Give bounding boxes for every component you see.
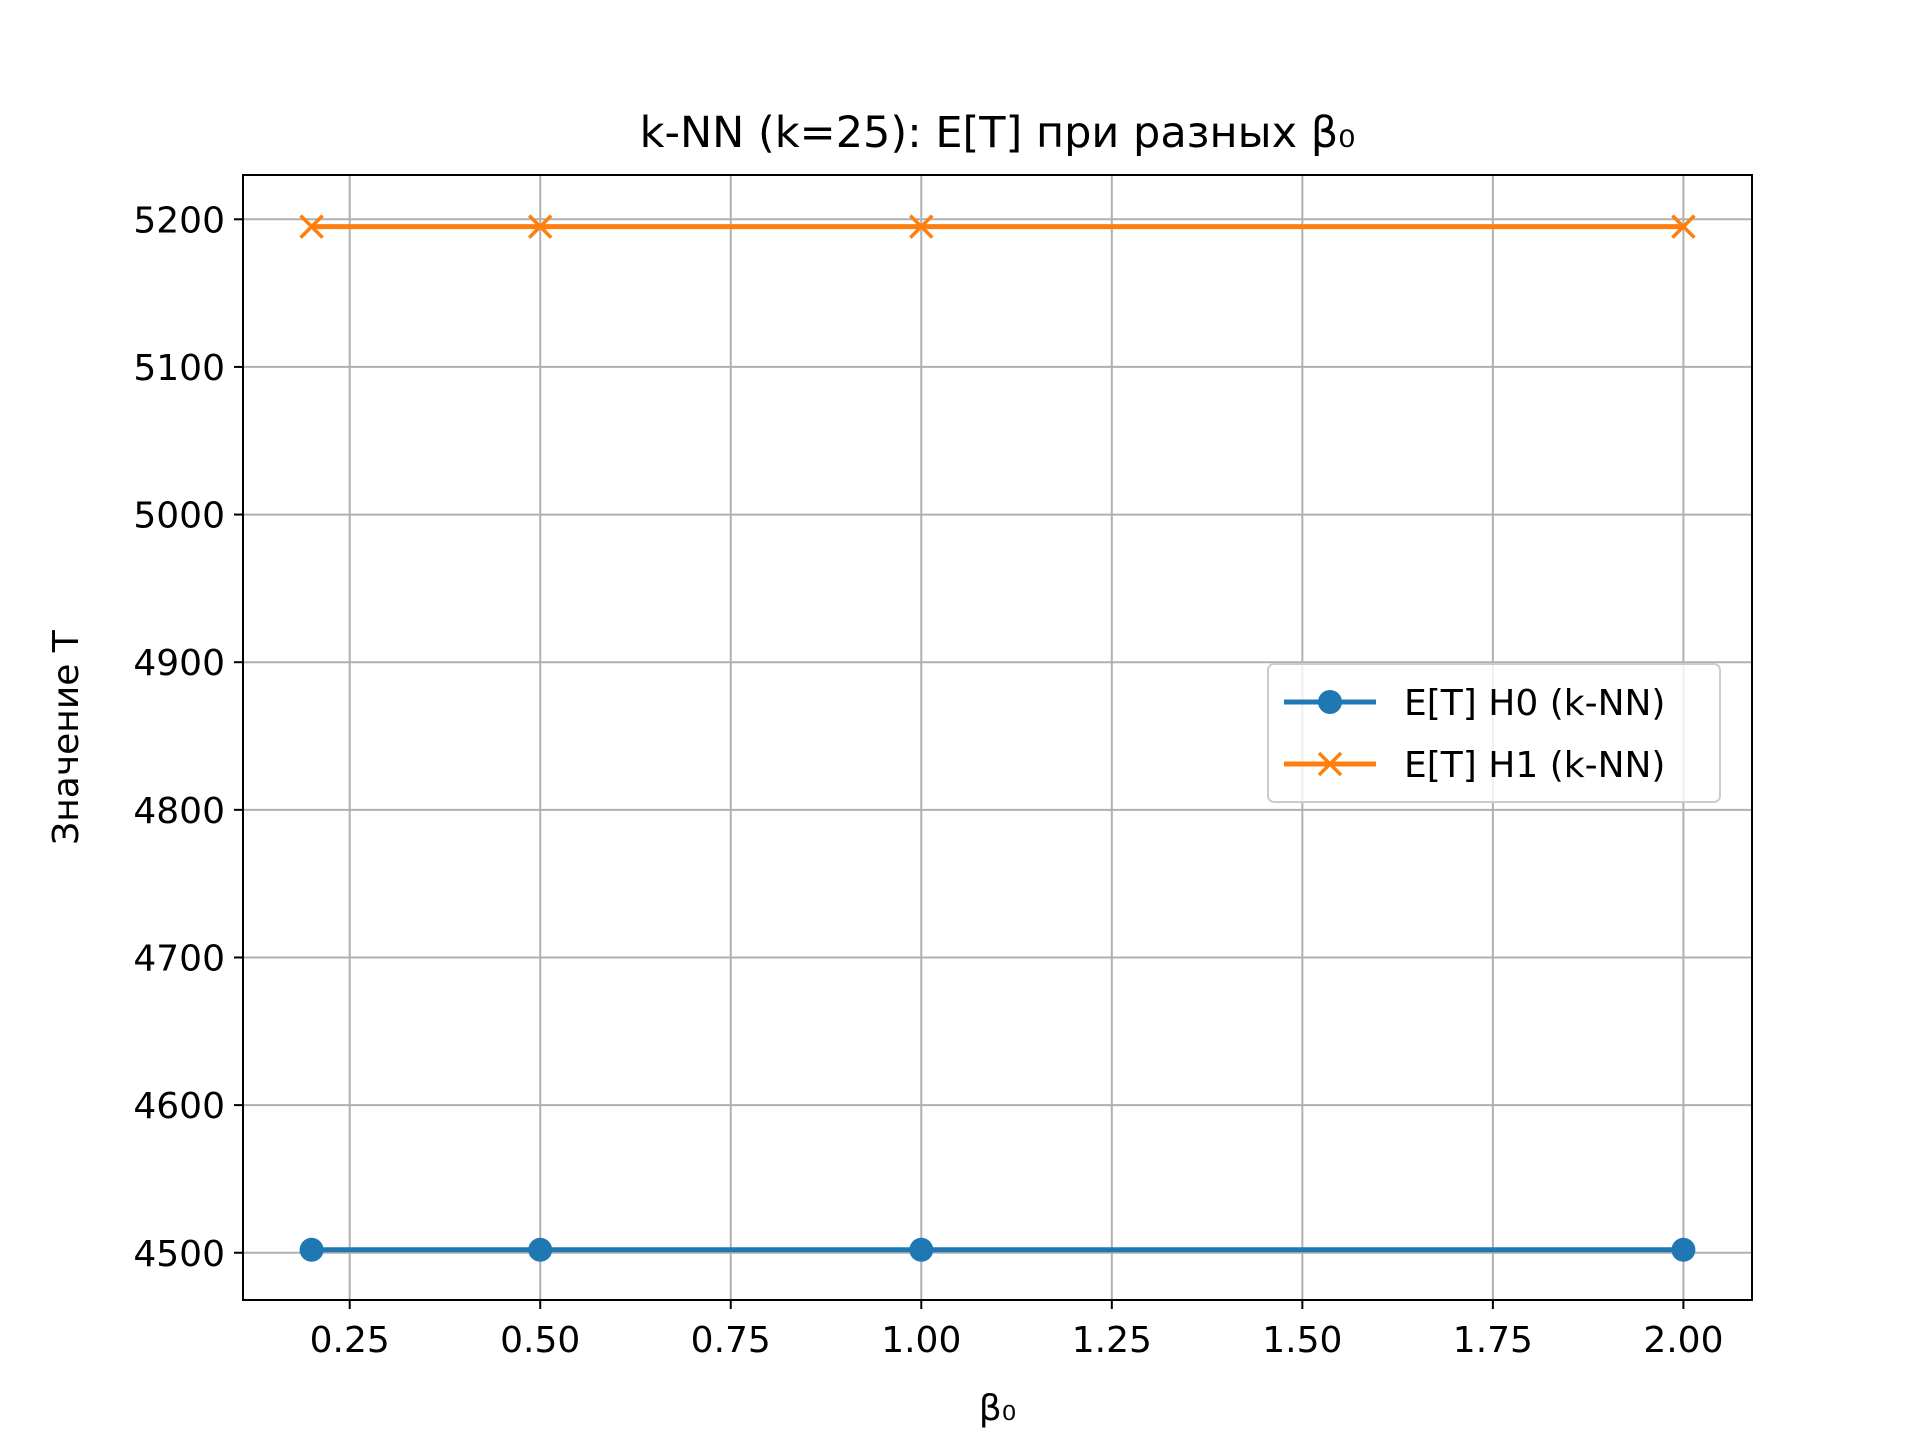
data-point — [1671, 214, 1696, 239]
series-layer — [299, 214, 1696, 1262]
x-tick-label: 2.00 — [1643, 1320, 1723, 1361]
series-1 — [299, 214, 1696, 239]
y-tick-label: 5100 — [133, 348, 225, 389]
plot-frame — [242, 174, 1753, 1301]
y-tick-label: 5000 — [133, 496, 225, 537]
grid — [243, 175, 1752, 1300]
data-point — [909, 214, 934, 239]
y-axis-label: Значение T — [46, 629, 87, 845]
data-point — [299, 1237, 324, 1262]
x-tick-label: 0.25 — [310, 1320, 390, 1361]
y-tick-label: 4500 — [133, 1234, 225, 1275]
data-point — [909, 1237, 934, 1262]
x-tick-label: 1.25 — [1072, 1320, 1152, 1361]
data-point — [1671, 1237, 1696, 1262]
legend-label: E[T] H0 (k-NN) — [1404, 683, 1665, 724]
data-point — [528, 1237, 553, 1262]
y-tick-label: 4900 — [133, 643, 225, 684]
chart-title: k-NN (k=25): E[T] при разных β₀ — [640, 108, 1356, 158]
legend-label: E[T] H1 (k-NN) — [1404, 745, 1665, 786]
data-point — [299, 214, 324, 239]
legend-box — [1267, 663, 1721, 803]
y-tick-label: 4600 — [133, 1086, 225, 1127]
y-tick-label: 4800 — [133, 791, 225, 832]
x-tick-label: 1.75 — [1453, 1320, 1533, 1361]
legend: E[T] H0 (k-NN) E[T] H1 (k-NN) — [1267, 663, 1721, 803]
series-0 — [299, 1237, 1696, 1262]
x-tick-label: 0.75 — [691, 1320, 771, 1361]
x-axis-label: β₀ — [979, 1388, 1016, 1429]
legend-item: E[T] H0 (k-NN) — [1284, 683, 1665, 724]
x-tick-label: 0.50 — [500, 1320, 580, 1361]
data-point — [527, 214, 553, 239]
y-tick-label: 5200 — [133, 200, 225, 241]
legend-item: E[T] H1 (k-NN) — [1284, 745, 1665, 786]
ticks: 0.25 0.50 0.75 1.00 1.25 1.50 1.75 2.00 4500 4600… — [133, 200, 1723, 1361]
x-tick-label: 1.00 — [881, 1320, 961, 1361]
legend-marker — [1318, 690, 1342, 714]
legend-marker — [1317, 751, 1343, 777]
y-tick-label: 4700 — [133, 938, 225, 979]
x-tick-label: 1.50 — [1262, 1320, 1342, 1361]
